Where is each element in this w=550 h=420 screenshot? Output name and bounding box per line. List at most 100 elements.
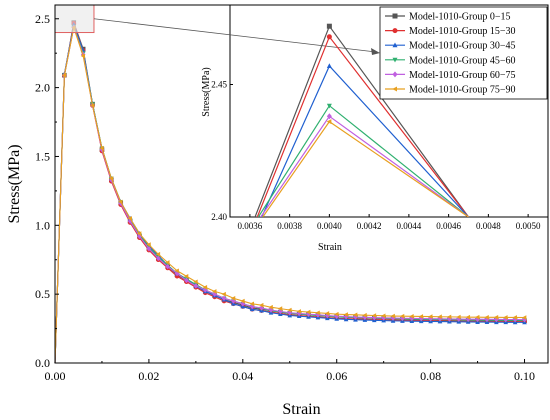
data-point-5-6 (108, 176, 114, 181)
inset-x-tick-label-4: 0.0044 (397, 221, 422, 231)
data-point-5-49 (512, 315, 517, 320)
data-point-5-31 (343, 312, 348, 317)
data-point-5-36 (390, 313, 395, 319)
inset-x-tick-label-0: 0.0036 (238, 221, 263, 231)
data-point-5-46 (484, 314, 489, 320)
data-point-4-10 (146, 245, 152, 252)
inset-y-tick-label-0: 2.40 (211, 212, 227, 222)
y-tick-label-3: 1.5 (35, 149, 50, 163)
legend-marker-2 (392, 42, 398, 48)
data-point-5-3 (80, 53, 86, 59)
data-point-5-23 (268, 304, 273, 310)
legend-label-4: Model-1010-Group 60−75 (409, 70, 515, 81)
data-point-5-25 (287, 307, 292, 313)
data-point-5-39 (418, 314, 424, 319)
x-tick-label-5: 0.10 (514, 369, 535, 383)
data-point-5-8 (127, 216, 132, 221)
legend-marker-3 (392, 57, 398, 63)
data-point-5-15 (193, 279, 198, 285)
inset-x-tick-label-2: 0.0040 (317, 221, 342, 231)
x-axis-title: Strain (282, 401, 320, 418)
data-point-5-5 (99, 145, 104, 151)
data-point-5-1 (61, 72, 67, 78)
data-point-5-30 (334, 311, 339, 317)
y-tick-label-1: 0.5 (35, 287, 50, 301)
x-tick-label-3: 0.06 (326, 369, 347, 383)
data-point-5-50 (521, 315, 527, 320)
zoom-connector-arrowhead (371, 48, 380, 55)
legend-label-3: Model-1010-Group 45−60 (409, 55, 515, 66)
data-point-5-42 (446, 314, 452, 320)
inset-peak-point-4 (326, 113, 332, 120)
data-point-4-14 (184, 277, 189, 284)
y-tick-label-2: 1.0 (35, 218, 50, 232)
inset-y-axis-title: Stress(MPa) (201, 67, 212, 116)
y-tick-label-0: 0.0 (35, 356, 50, 370)
data-point-5-27 (306, 309, 311, 315)
data-point-4-15 (193, 283, 199, 289)
data-point-5-45 (475, 314, 480, 320)
data-point-5-41 (437, 314, 442, 320)
zoom-region-box (54, 4, 95, 34)
data-point-5-17 (212, 289, 217, 294)
y-tick-label-4: 2.0 (35, 81, 50, 95)
inset-peak-point-1 (326, 34, 332, 40)
y-axis-title: Stress(MPa) (6, 144, 23, 223)
data-point-5-26 (296, 309, 301, 314)
legend-marker-5 (392, 86, 397, 92)
data-point-5-19 (230, 295, 236, 301)
data-point-5-21 (249, 301, 255, 307)
legend-marker-1 (392, 28, 398, 34)
data-point-4-50 (522, 316, 527, 323)
data-point-5-10 (146, 242, 151, 247)
data-point-5-43 (456, 314, 461, 320)
legend-box (379, 6, 548, 100)
data-point-5-44 (465, 314, 471, 320)
data-point-5-9 (136, 231, 142, 236)
data-point-5-32 (352, 312, 358, 318)
legend: Model-1010-Group 0−15 Model-1010-Group 15… (379, 6, 548, 100)
legend-label-1: Model-1010-Group 15−30 (409, 26, 515, 37)
inset-x-tick-label-6: 0.0048 (476, 221, 501, 231)
x-tick-label-2: 0.04 (232, 369, 253, 383)
data-point-5-20 (240, 298, 245, 304)
inset-y-tick-label-1: 2.45 (211, 80, 227, 90)
main-plot: 0.0 0.5 1.0 1.5 2.0 2.5 0.00 0.02 0.04 0.06 0.08 0.… (6, 4, 549, 418)
inset-peak-point-0 (326, 23, 332, 29)
legend-marker-4 (392, 71, 398, 78)
zoom-connector-line (93, 18, 377, 53)
legend-marker-0 (392, 13, 398, 19)
legend-label-0: Model-1010-Group 0−15 (409, 12, 510, 23)
x-tick-label-1: 0.02 (138, 369, 159, 383)
inset-x-tick-label-1: 0.0038 (277, 221, 302, 231)
inset-x-tick-label-7: 0.0050 (516, 221, 541, 231)
legend-label-5: Model-1010-Group 75−90 (409, 85, 515, 96)
data-point-4-13 (174, 270, 180, 277)
data-point-5-14 (183, 273, 189, 279)
inset-x-tick-label-3: 0.0042 (357, 221, 382, 231)
data-point-5-18 (221, 291, 226, 297)
data-point-5-34 (371, 313, 377, 318)
y-tick-label-5: 2.5 (35, 12, 50, 26)
data-point-5-4 (90, 103, 95, 108)
data-point-5-29 (324, 311, 330, 316)
data-point-5-24 (277, 306, 283, 311)
inset-peak-point-3 (326, 103, 332, 109)
data-point-5-40 (428, 314, 433, 319)
inset-x-tick-label-5: 0.0046 (436, 221, 461, 231)
data-point-4-18 (221, 295, 227, 302)
data-point-5-47 (493, 314, 499, 320)
data-point-4-12 (165, 263, 170, 270)
inset-x-axis-title: Strain (318, 242, 342, 253)
data-point-5-38 (409, 314, 414, 319)
legend-label-2: Model-1010-Group 30−45 (409, 41, 515, 52)
data-point-5-16 (202, 284, 208, 290)
inset-peak-point-2 (326, 63, 332, 68)
inset-peak-point-5 (326, 119, 332, 125)
data-point-5-12 (165, 260, 170, 265)
data-point-5-13 (174, 268, 179, 274)
data-point-5-11 (155, 251, 161, 257)
data-point-5-37 (399, 313, 405, 319)
data-point-5-33 (362, 312, 367, 318)
